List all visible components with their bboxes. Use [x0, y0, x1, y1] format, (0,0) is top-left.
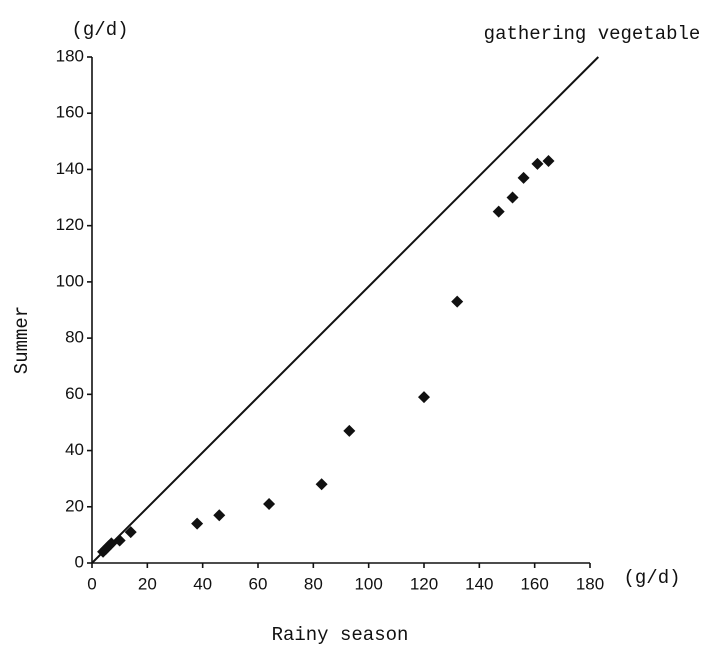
x-tick-label: 20 — [138, 574, 157, 593]
point — [315, 478, 328, 491]
y-axis-label: Summer — [11, 306, 33, 374]
y-tick-label: 80 — [65, 328, 84, 347]
x-tick-label: 40 — [193, 574, 212, 593]
x-tick-label: 120 — [410, 574, 438, 593]
point — [213, 509, 226, 522]
point — [517, 171, 530, 184]
y-tick-label: 160 — [56, 103, 84, 122]
point — [451, 295, 464, 308]
x-unit: (g/d) — [623, 567, 680, 589]
point — [531, 157, 544, 170]
y-unit: (g/d) — [71, 19, 128, 41]
point — [542, 155, 555, 168]
y-tick-label: 100 — [56, 271, 84, 290]
y-tick-label: 40 — [65, 440, 84, 459]
x-tick-label: 100 — [354, 574, 382, 593]
x-tick-label: 140 — [465, 574, 493, 593]
y-tick-label: 60 — [65, 384, 84, 403]
y-tick-label: 20 — [65, 496, 84, 515]
y-tick-label: 180 — [56, 46, 84, 65]
point — [124, 526, 137, 539]
chart-title: gathering vegetable — [484, 23, 701, 45]
y-tick-label: 120 — [56, 215, 84, 234]
x-tick-label: 80 — [304, 574, 323, 593]
x-tick-label: 60 — [249, 574, 268, 593]
y-tick-label: 140 — [56, 159, 84, 178]
point — [113, 534, 126, 547]
point — [506, 191, 519, 204]
x-tick-label: 160 — [520, 574, 548, 593]
point — [492, 205, 505, 218]
reference-line — [91, 56, 600, 564]
x-tick-label: 0 — [87, 574, 96, 593]
y-tick-label: 0 — [75, 552, 84, 571]
point — [343, 424, 356, 437]
x-tick-label: 180 — [576, 574, 604, 593]
point — [191, 517, 204, 530]
point — [263, 497, 276, 510]
point — [418, 391, 430, 404]
x-axis-label: Rainy season — [272, 624, 409, 646]
